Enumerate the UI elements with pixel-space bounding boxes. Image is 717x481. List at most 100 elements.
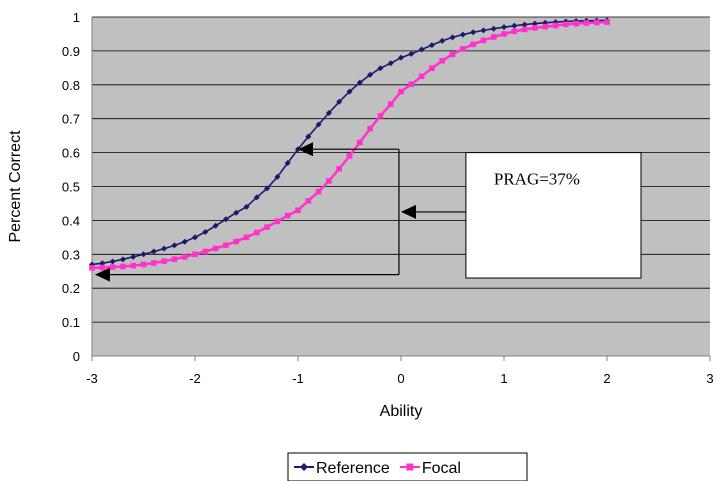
x-tick-label: -3 (86, 371, 98, 386)
y-tick-label: 1 (73, 10, 80, 25)
data-point (202, 229, 209, 236)
data-point (212, 245, 219, 252)
data-point (336, 165, 342, 172)
x-tick-labels: -3 -2 -1 0 1 2 3 (86, 356, 714, 386)
data-point (254, 229, 260, 236)
x-tick-label: -2 (189, 371, 201, 386)
data-point (326, 178, 332, 184)
data-point (459, 31, 466, 38)
data-point (501, 24, 507, 31)
data-point (119, 256, 126, 263)
data-point (460, 46, 466, 52)
data-point (99, 264, 106, 271)
y-tick-label: 0.4 (62, 213, 80, 228)
data-point (593, 19, 600, 26)
data-point (532, 25, 538, 31)
data-point (171, 256, 178, 262)
data-point (356, 79, 363, 86)
data-point (357, 139, 363, 146)
x-axis-label: Ability (380, 403, 423, 420)
data-point (171, 242, 178, 249)
data-point (192, 234, 198, 241)
x-tick-label: 0 (397, 371, 404, 386)
y-tick-labels: 0 0.1 0.2 0.3 0.4 0.5 0.6 0.7 0.8 0.9 1 (62, 10, 80, 364)
data-point (542, 23, 548, 30)
data-point (377, 113, 384, 119)
data-point (99, 260, 106, 267)
data-point (305, 198, 312, 204)
data-point (480, 37, 487, 44)
data-point (264, 224, 270, 230)
data-point (181, 238, 188, 245)
data-point (130, 253, 137, 260)
y-tick-label: 0.3 (62, 247, 80, 262)
data-point (563, 21, 569, 28)
data-point (573, 20, 579, 27)
data-point (521, 26, 528, 33)
x-tick-label: 3 (706, 371, 713, 386)
y-tick-label: 0.1 (62, 315, 80, 330)
data-point (274, 218, 281, 225)
data-point (325, 109, 332, 116)
data-point (161, 245, 168, 252)
data-point (604, 19, 610, 25)
data-point (336, 98, 343, 105)
data-point (212, 222, 219, 229)
data-point (346, 88, 353, 95)
data-point (140, 251, 147, 258)
data-point (480, 27, 487, 34)
data-point (284, 212, 291, 219)
y-tick-label: 0.8 (62, 78, 80, 93)
data-point (552, 22, 559, 29)
data-point (120, 263, 126, 270)
data-point (315, 121, 322, 128)
data-point (501, 31, 507, 37)
legend-label: Reference (316, 460, 390, 477)
data-point (490, 34, 497, 40)
data-point (202, 248, 209, 255)
x-tick-label: 1 (500, 371, 507, 386)
data-point (470, 41, 476, 48)
series-focal (89, 19, 610, 271)
y-tick-label: 0.2 (62, 281, 80, 296)
annotation-box (465, 152, 642, 279)
y-tick-label: 0.7 (62, 112, 80, 127)
data-point (439, 37, 446, 44)
data-point (161, 258, 167, 265)
y-tick-label: 0.9 (62, 44, 80, 59)
data-point (274, 173, 281, 180)
data-point (223, 242, 229, 248)
legend: Reference Focal (287, 452, 528, 481)
data-point (418, 46, 425, 53)
data-point (377, 65, 384, 72)
data-point (521, 21, 528, 28)
y-tick-label: 0.5 (62, 180, 80, 195)
bracket-bottom-arrow-head (95, 267, 110, 282)
data-point (346, 153, 353, 159)
annotation-text: PRAG=37% (494, 170, 580, 189)
data-point (150, 248, 157, 255)
bracket-top-arrow-head (298, 142, 313, 157)
data-point (305, 133, 312, 140)
data-point (449, 51, 456, 58)
data-point (243, 203, 250, 210)
data-point (109, 264, 116, 270)
data-point (408, 50, 415, 57)
data-point (243, 234, 250, 241)
data-point (583, 20, 590, 26)
series-layer (89, 17, 610, 271)
data-point (428, 42, 435, 49)
data-point (222, 216, 229, 223)
data-point (490, 25, 497, 32)
data-point (511, 28, 518, 35)
series-reference (89, 17, 610, 268)
data-point (233, 238, 239, 245)
data-point (511, 22, 518, 29)
y-tick-label: 0.6 (62, 146, 80, 161)
data-point (181, 254, 188, 260)
data-point (387, 101, 394, 107)
data-point (387, 60, 394, 67)
data-point (264, 185, 271, 192)
x-tick-label: -1 (292, 371, 304, 386)
